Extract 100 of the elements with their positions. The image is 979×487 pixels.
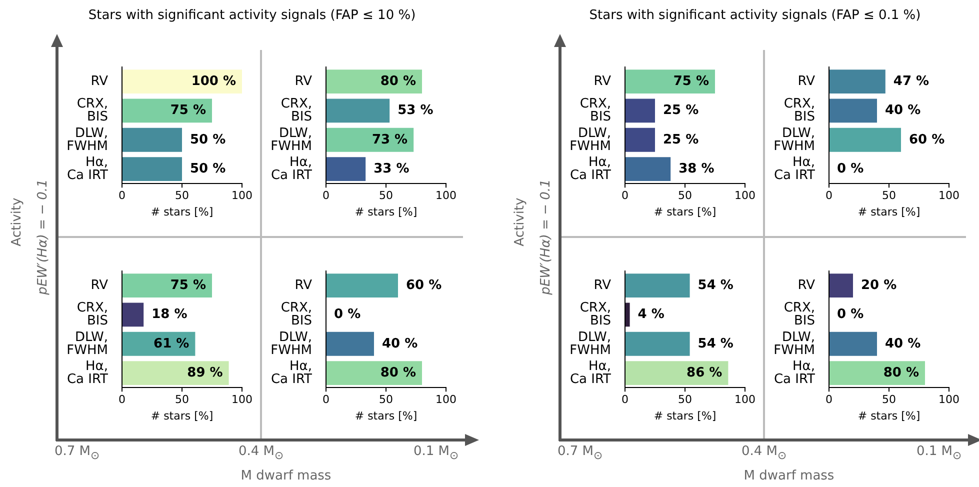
bar [326, 70, 422, 94]
data-label: 100 % [191, 74, 236, 89]
x-tick-label: 100 [938, 189, 960, 202]
y-tick-label: RV [294, 74, 312, 89]
y-tick-label: DLW, FWHM [270, 330, 312, 358]
x-tick-label: 50 [379, 393, 393, 406]
y-tick-label: Hα, Ca IRT [774, 358, 816, 387]
bar [830, 128, 901, 152]
x-tick-label: 50 [175, 393, 189, 406]
bar [626, 274, 690, 298]
y-tick-label: Hα, Ca IRT [66, 154, 108, 183]
y-tick-label: Hα, Ca IRT [270, 358, 312, 387]
x-tick-label: 100 [734, 189, 756, 202]
bar [626, 361, 728, 385]
bar [830, 274, 853, 298]
x-axis-title: # stars [%] [354, 409, 418, 422]
x-tick-label: 50 [175, 189, 189, 202]
data-label: 80 % [380, 365, 416, 380]
x-axis-title: # stars [%] [354, 205, 418, 218]
y-tick-label: CRX, BIS [76, 300, 108, 329]
data-label: 61 % [154, 336, 190, 352]
y-tick-label: Hα, Ca IRT [774, 154, 816, 183]
data-label: 54 % [698, 278, 734, 293]
bar [326, 274, 398, 298]
y-tick-label: DLW, FWHM [66, 126, 108, 154]
y-tick-label: RV [294, 278, 312, 293]
bar [122, 98, 212, 123]
bar [830, 98, 877, 123]
text: 0.4 M$_{⊙}$ [238, 444, 284, 462]
data-label: 47 % [893, 74, 930, 89]
x-axis-title: # stars [%] [858, 409, 920, 422]
y-tick-label: CRX, BIS [580, 96, 611, 125]
y-tick-label: DLW, FWHM [570, 330, 611, 358]
text: 0.7 M$_{⊙}$ [54, 444, 100, 462]
bar [626, 128, 655, 152]
x-tick-label: 0 [322, 189, 330, 202]
y-tick-label: RV [90, 278, 108, 293]
bar [626, 302, 630, 327]
x-tick-label: 100 [938, 393, 960, 406]
text: pEW′(Hα) = − 0.1 [36, 179, 50, 295]
data-label: 0 % [837, 161, 864, 176]
y-tick-label: RV [798, 278, 816, 293]
text: M dwarf mass [240, 468, 332, 484]
y-tick-label: Hα, Ca IRT [570, 154, 612, 183]
bar [122, 70, 242, 94]
y-tick-label: RV [798, 74, 816, 89]
chart-title: Stars with significant activity signals (FAP ≤ 10 %) [88, 8, 416, 23]
x-tick-label: 50 [379, 189, 393, 202]
text: pEW′(Hα) = − 0.1 [538, 179, 554, 295]
x-axis-title: # stars [%] [654, 409, 716, 422]
text: Activity [512, 198, 528, 246]
x-axis-title: # stars [%] [654, 205, 716, 218]
x-axis-title: # stars [%] [858, 205, 920, 218]
y-tick-label: DLW, FWHM [66, 330, 108, 358]
data-label: 50 % [190, 161, 226, 176]
data-label: 60 % [909, 132, 945, 148]
data-label: 60 % [406, 278, 442, 293]
text: 0.7 M$_{⊙}$ [557, 444, 603, 462]
x-tick-label: 100 [232, 393, 252, 406]
bar [122, 302, 144, 327]
bar [122, 332, 196, 356]
x-axis-title: # stars [%] [150, 409, 214, 422]
data-label: 25 % [663, 132, 699, 148]
x-tick-label: 0 [118, 393, 126, 406]
data-label: 4 % [638, 307, 664, 322]
y-tick-label: Hα, Ca IRT [66, 358, 108, 387]
data-label: 0 % [837, 307, 864, 322]
bar [626, 332, 690, 356]
x-tick-label: 0 [622, 189, 628, 202]
x-tick-label: 100 [436, 189, 456, 202]
y-tick-label: DLW, FWHM [570, 126, 611, 154]
text: Activity [10, 198, 24, 246]
y-tick-label: CRX, BIS [784, 300, 815, 329]
bar [626, 157, 671, 181]
y-tick-label: CRX, BIS [280, 300, 312, 329]
data-label: 40 % [382, 336, 418, 352]
data-label: 38 % [678, 161, 714, 176]
bar [122, 361, 229, 385]
y-tick-label: CRX, BIS [580, 300, 611, 329]
bar [626, 98, 655, 123]
data-label: 75 % [170, 278, 206, 293]
y-tick-label: RV [90, 74, 108, 89]
text: M dwarf mass [744, 468, 834, 484]
x-tick-label: 0 [826, 189, 832, 202]
bar [326, 332, 374, 356]
data-label: 80 % [883, 365, 919, 380]
data-label: 89 % [187, 365, 223, 380]
y-tick-label: CRX, BIS [280, 96, 312, 125]
bar [830, 70, 886, 94]
x-axis-title: # stars [%] [150, 205, 214, 218]
y-tick-label: Hα, Ca IRT [570, 358, 612, 387]
data-label: 75 % [673, 74, 709, 89]
x-tick-label: 50 [678, 189, 692, 202]
bar [830, 361, 925, 385]
bar [830, 332, 877, 356]
data-label: 54 % [698, 336, 734, 352]
x-tick-label: 100 [436, 393, 456, 406]
bar [326, 157, 366, 181]
x-tick-label: 100 [232, 189, 252, 202]
bar [326, 128, 414, 152]
